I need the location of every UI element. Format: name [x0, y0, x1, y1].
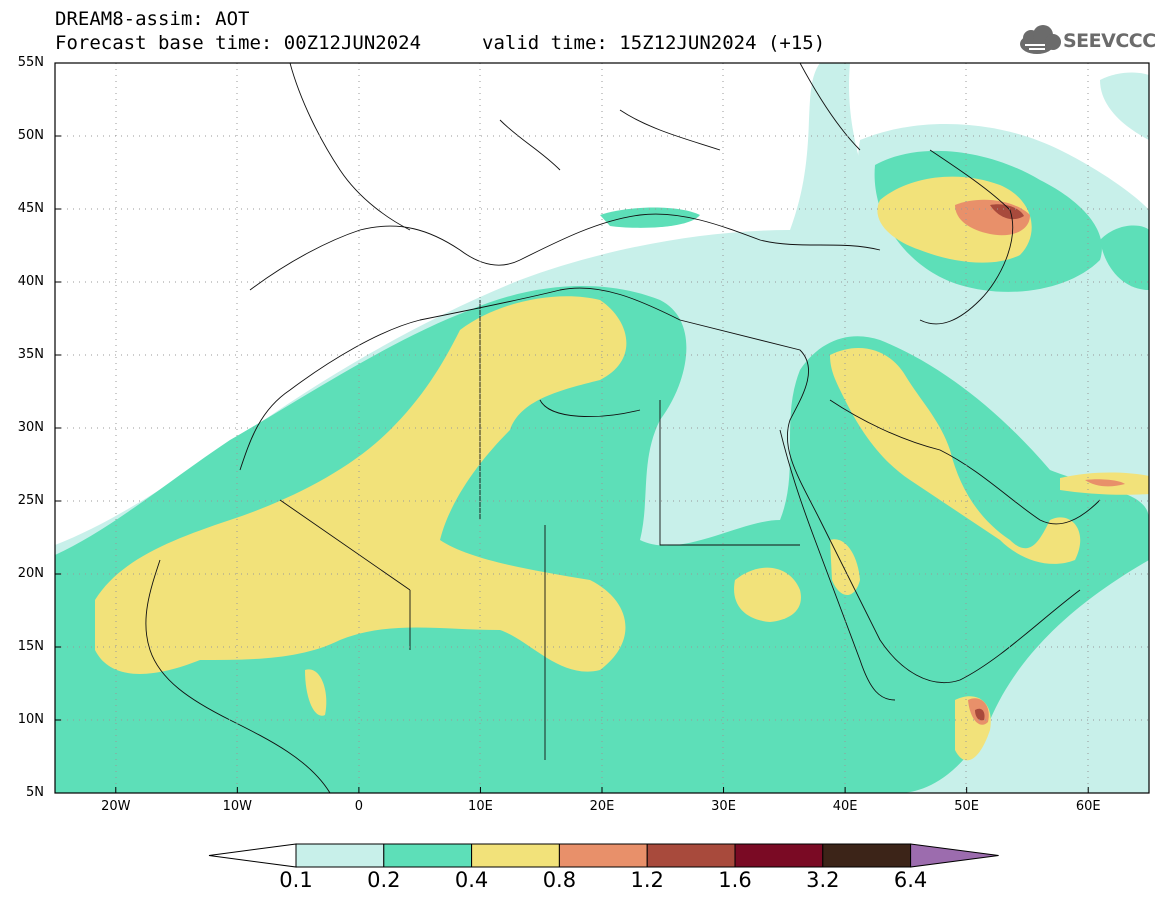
- lat-label: 55N: [17, 55, 44, 70]
- colorbar-label: 0.2: [367, 868, 401, 892]
- valid-time: valid time: 15Z12JUN2024 (+15): [482, 32, 826, 54]
- lat-label: 15N: [17, 639, 44, 654]
- aot-fields: [55, 63, 1149, 793]
- lon-label: 20E: [589, 799, 615, 814]
- colorbar-label: 3.2: [806, 868, 840, 892]
- colorbar-label: 6.4: [893, 868, 928, 892]
- lat-label: 5N: [26, 785, 44, 800]
- product-title: DREAM8-assim: AOT: [55, 8, 250, 30]
- logo-text: SEEVCCC: [1063, 30, 1156, 52]
- lon-label: 10E: [468, 799, 493, 814]
- lon-label: 0: [354, 799, 364, 814]
- lon-label: 20W: [101, 799, 131, 814]
- colorbar-label: 0.1: [279, 868, 313, 892]
- lat-label: 45N: [17, 201, 44, 216]
- forecast-base-time: Forecast base time: 00Z12JUN2024: [55, 32, 422, 54]
- cloud-logo-icon: [1020, 25, 1061, 54]
- colorbar-label: 1.2: [630, 868, 664, 892]
- lat-label: 35N: [17, 347, 44, 362]
- lat-label: 20N: [17, 566, 44, 581]
- colorbar-label: 1.6: [718, 868, 752, 892]
- lon-label: 50E: [954, 799, 980, 814]
- lat-label: 50N: [17, 128, 44, 143]
- lon-label: 60E: [1075, 799, 1101, 814]
- lat-label: 10N: [17, 712, 44, 727]
- lat-label: 40N: [17, 274, 44, 289]
- lon-label: 30E: [711, 799, 736, 814]
- colorbar-label: 0.4: [454, 868, 489, 892]
- lat-label: 25N: [17, 493, 44, 508]
- lon-label: 10W: [222, 799, 253, 814]
- lon-label: 40E: [832, 799, 858, 814]
- colorbar-label: 0.8: [542, 868, 577, 892]
- lat-label: 30N: [17, 420, 44, 435]
